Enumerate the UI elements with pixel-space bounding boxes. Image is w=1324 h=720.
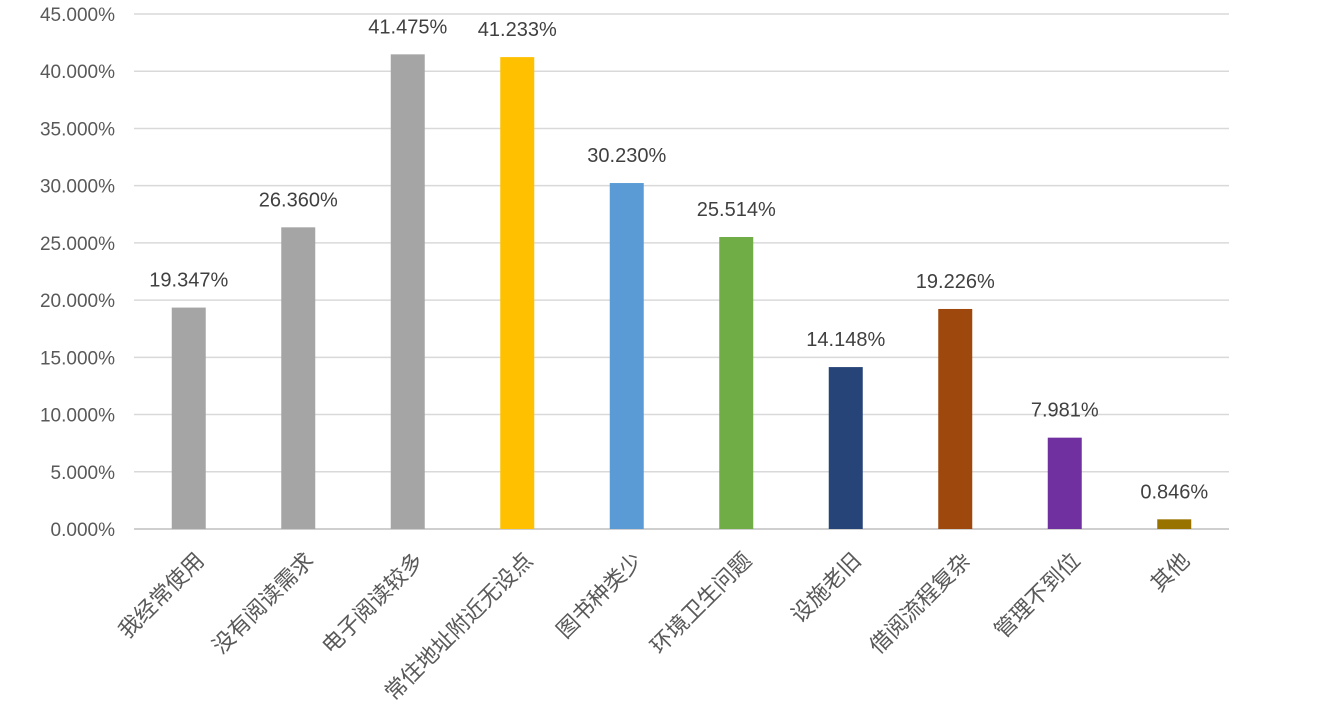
category-label: 我经常使用 <box>114 548 209 643</box>
bar-7 <box>828 367 863 529</box>
y-tick-label: 30.000% <box>40 177 115 198</box>
category-label: 设施老旧 <box>787 548 867 628</box>
y-tick-label: 5.000% <box>51 463 116 484</box>
data-label: 30.230% <box>587 145 666 167</box>
y-tick-label: 35.000% <box>40 119 115 140</box>
data-label: 25.514% <box>697 199 776 221</box>
bar-6 <box>719 237 754 529</box>
y-tick-label: 20.000% <box>40 291 115 312</box>
y-axis-tick-labels: 0.000% 5.000% 10.000% 15.000% 20.000% 25.000%… <box>40 5 115 541</box>
category-label: 其他 <box>1146 548 1195 597</box>
data-label: 7.981% <box>1031 400 1099 422</box>
category-label: 环境卫生问题 <box>646 548 757 659</box>
category-label: 没有阅读需求 <box>208 548 319 659</box>
bar-9 <box>1047 437 1082 529</box>
y-tick-label: 45.000% <box>40 5 115 26</box>
data-label: 26.360% <box>259 189 338 211</box>
y-tick-label: 10.000% <box>40 406 115 427</box>
category-label: 图书种类少 <box>552 548 647 643</box>
bar-5 <box>609 183 644 530</box>
data-label: 0.846% <box>1140 481 1208 503</box>
data-label: 14.148% <box>806 329 885 351</box>
data-label: 19.226% <box>916 271 995 293</box>
category-label: 借阅流程复杂 <box>865 548 976 659</box>
bar-4 <box>500 57 535 530</box>
y-tick-label: 25.000% <box>40 234 115 255</box>
bar-2 <box>281 227 316 529</box>
data-labels: 19.347% 26.360% 41.475% 41.233% 30.230% 25.51… <box>149 16 1208 503</box>
y-tick-label: 40.000% <box>40 62 115 83</box>
data-label: 41.233% <box>478 19 557 41</box>
bars <box>171 54 1192 530</box>
data-label: 19.347% <box>149 270 228 292</box>
data-label: 41.475% <box>368 16 447 38</box>
bar-10 <box>1157 519 1192 529</box>
bar-3 <box>390 54 425 529</box>
gridlines <box>134 13 1229 530</box>
y-tick-label: 0.000% <box>51 520 116 541</box>
y-tick-label: 15.000% <box>40 348 115 369</box>
bar-8 <box>938 308 973 529</box>
category-label: 管理不到位 <box>990 548 1085 643</box>
category-label: 电子阅读较多 <box>318 548 429 659</box>
bar-1 <box>171 307 206 529</box>
